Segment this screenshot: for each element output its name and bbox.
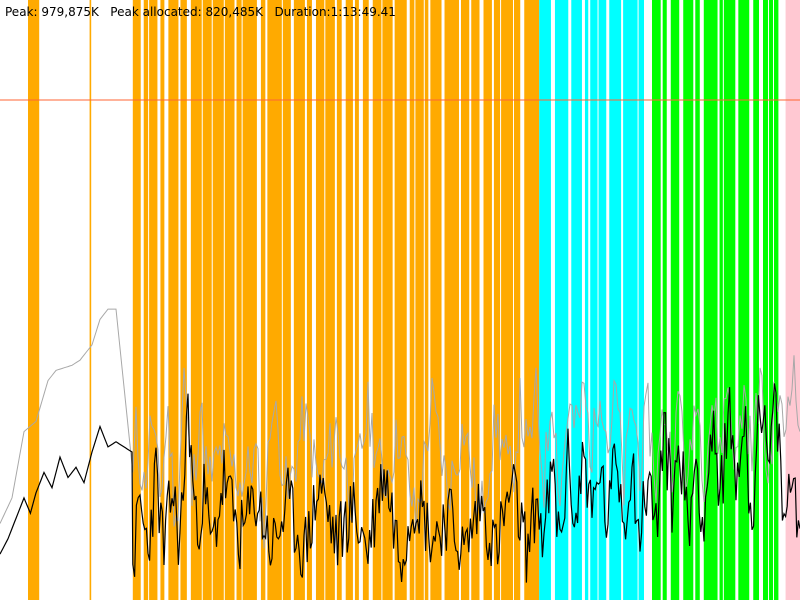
stripe-gap [358, 0, 363, 600]
stripe-gap [637, 0, 639, 600]
stripe-gap [334, 0, 337, 600]
stripe-gap [520, 0, 525, 600]
stripe-gap [621, 0, 624, 600]
stripe-gap [768, 0, 770, 600]
stripe-gap [469, 0, 472, 600]
peak-label: Peak: 979,875K [5, 5, 99, 19]
stripe-gap [717, 0, 720, 600]
stripe-gap [140, 0, 144, 600]
stripe-gap [381, 0, 383, 600]
stripe-gap [581, 0, 585, 600]
stripe-gap [749, 0, 754, 600]
stripe-gap [341, 0, 346, 600]
stripe-gap [773, 0, 775, 600]
peak-allocated-label: Peak allocated: 820,485K [110, 5, 263, 19]
stripe-gap [223, 0, 225, 600]
stripe-gap [423, 0, 425, 600]
stripe-gap [164, 0, 169, 600]
series-line-allocated [0, 383, 800, 583]
stripe-gap [211, 0, 213, 600]
stripe-gap [157, 0, 161, 600]
phase-band-pink [785, 0, 800, 600]
stripe-gap [606, 0, 610, 600]
stripe-gap [491, 0, 494, 600]
stripe-gap [241, 0, 243, 600]
stripe-gap [281, 0, 283, 600]
stripe-gap [679, 0, 684, 600]
stripe-gap [428, 0, 431, 600]
stats-bar: Peak: 979,875K Peak allocated: 820,485K … [5, 5, 396, 19]
stripe-gap [441, 0, 445, 600]
stripe-gap [406, 0, 410, 600]
stripe-gap [352, 0, 355, 600]
stripe-gap [201, 0, 203, 600]
stripe-gap [513, 0, 515, 600]
stripe-gap [568, 0, 572, 600]
stripe-gap [392, 0, 395, 600]
stripe-gap [660, 0, 663, 600]
stripe-gap [550, 0, 555, 600]
stripe-gap [479, 0, 484, 600]
stripe-gap [588, 0, 591, 600]
stripe-gap [290, 0, 294, 600]
stripe-gap [311, 0, 316, 600]
stripe-gap [722, 0, 724, 600]
gc-event-stripes [140, 0, 775, 600]
stripe-gap [304, 0, 307, 600]
stripe-gap [693, 0, 696, 600]
stripe-gap [148, 0, 150, 600]
stripe-gap [759, 0, 764, 600]
phase-band-orange [89, 0, 92, 600]
series-line-total-heap [0, 308, 800, 549]
stripe-gap [234, 0, 237, 600]
stripe-gap [666, 0, 671, 600]
stripe-gap [735, 0, 739, 600]
phase-band-orange [28, 0, 40, 600]
stripe-gap [178, 0, 181, 600]
stripe-gap [699, 0, 704, 600]
stripe-gap [265, 0, 268, 600]
stripe-gap [597, 0, 599, 600]
gc-phase-bands [28, 0, 800, 600]
duration-label: Duration:1:13:49.41 [274, 5, 396, 19]
stripe-gap [414, 0, 416, 600]
stripe-gap [368, 0, 373, 600]
stripe-gap [186, 0, 191, 600]
stripe-gap [324, 0, 326, 600]
stripe-gap [256, 0, 261, 600]
stripe-gap [500, 0, 502, 600]
stripe-gap [458, 0, 461, 600]
